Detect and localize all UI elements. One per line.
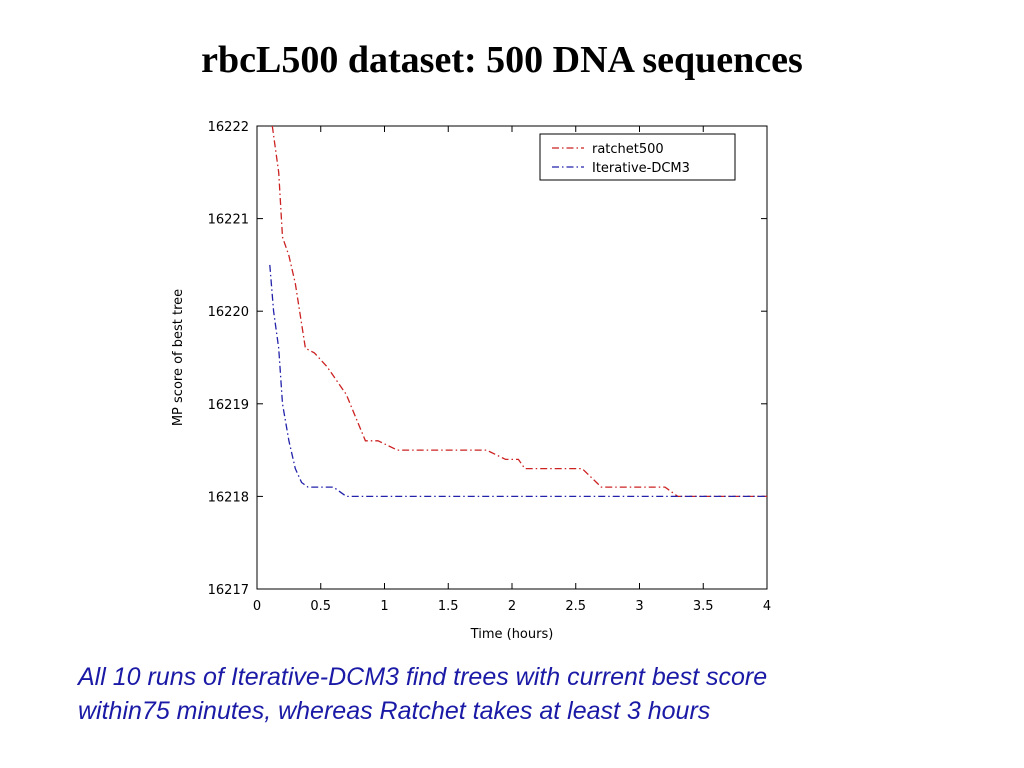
legend-box <box>539 133 736 181</box>
y-tick-label: 16221 <box>208 213 249 228</box>
y-tick-label: 16220 <box>208 305 249 320</box>
x-tick-label: 1 <box>380 599 388 614</box>
legend-label: Iterative-DCM3 <box>592 161 690 176</box>
y-tick-label: 16217 <box>208 583 249 598</box>
series-line-ratchet500 <box>271 125 767 498</box>
slide-caption: All 10 runs of Iterative-DCM3 find trees… <box>78 660 1018 728</box>
x-tick-label: 3.5 <box>693 599 714 614</box>
x-tick-label: 2.5 <box>565 599 586 614</box>
x-axis-label: Time (hours) <box>470 627 554 642</box>
series-line-iterative-dcm3 <box>269 264 767 498</box>
x-tick-label: 4 <box>763 599 771 614</box>
plot-frame <box>256 125 768 590</box>
x-tick-label: 3 <box>635 599 643 614</box>
y-tick-label: 16218 <box>208 490 249 505</box>
x-tick-label: 2 <box>508 599 516 614</box>
legend-label: ratchet500 <box>592 142 664 157</box>
caption-line-1: All 10 runs of Iterative-DCM3 find trees… <box>78 663 768 691</box>
y-axis-label: MP score of best tree <box>171 289 186 426</box>
x-tick-label: 1.5 <box>438 599 459 614</box>
caption-line-2: within75 minutes, whereas Ratchet takes … <box>78 697 711 725</box>
line-chart: 0 0.5 1 1.5 2 2.5 3 3.5 4 16217 16218 16219 16220 162… <box>171 120 771 642</box>
y-tick-label: 16219 <box>208 398 249 413</box>
x-tick-label: 0 <box>253 599 261 614</box>
slide-title: rbcL500 dataset: 500 DNA sequences <box>201 39 803 81</box>
x-tick-label: 0.5 <box>310 599 331 614</box>
y-tick-label: 16222 <box>208 120 249 135</box>
